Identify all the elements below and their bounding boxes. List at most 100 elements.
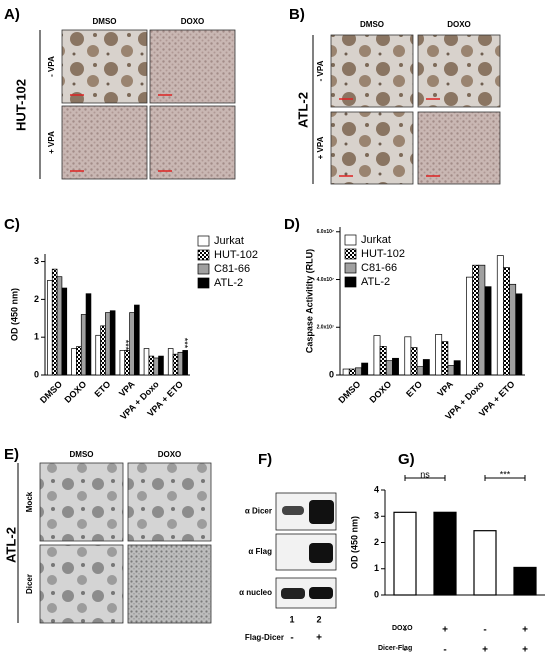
legend-swatch bbox=[197, 263, 210, 275]
micrograph bbox=[417, 111, 501, 185]
band bbox=[309, 543, 333, 563]
bar bbox=[158, 355, 164, 376]
condition-sign: + bbox=[522, 625, 528, 636]
legend-swatch bbox=[344, 248, 357, 260]
panel-label: C) bbox=[4, 216, 20, 233]
legend-swatch bbox=[197, 277, 210, 289]
legend-swatch bbox=[344, 276, 357, 288]
column-header: DMSO bbox=[70, 450, 94, 459]
band bbox=[282, 506, 304, 515]
y-tick-label: 2.0x10⁷ bbox=[317, 325, 334, 331]
bar bbox=[51, 268, 58, 376]
y-tick-label: 4.0x10⁷ bbox=[317, 277, 334, 283]
micrograph bbox=[39, 462, 124, 542]
y-axis-label: OD (450 nm) bbox=[349, 516, 359, 569]
x-tick-label: ETO bbox=[92, 379, 112, 399]
x-tick-label: VPA bbox=[117, 379, 137, 399]
bar bbox=[416, 366, 424, 376]
condition-label: Flag-Dicer bbox=[245, 633, 284, 642]
annotation: *** bbox=[121, 340, 131, 351]
x-tick-label: DOXO bbox=[63, 379, 89, 405]
bar bbox=[515, 293, 523, 376]
bar bbox=[342, 368, 350, 376]
bar bbox=[355, 367, 362, 376]
y-tick-label: 4 bbox=[374, 484, 379, 494]
bar bbox=[177, 351, 184, 376]
bar bbox=[503, 267, 510, 376]
annotation: *** bbox=[180, 338, 190, 349]
row-label: + VPA bbox=[47, 131, 56, 154]
x-tick-label: DMSO bbox=[38, 379, 64, 405]
legend-label: HUT-102 bbox=[214, 249, 258, 261]
bar bbox=[404, 336, 412, 376]
y-tick-label: 0 bbox=[329, 369, 334, 379]
bar bbox=[182, 350, 188, 376]
bar bbox=[172, 353, 179, 376]
micrograph bbox=[149, 105, 236, 180]
condition-sign: + bbox=[482, 645, 488, 656]
legend-swatch bbox=[344, 262, 357, 274]
y-tick-label: 1 bbox=[374, 563, 379, 573]
legend-swatch bbox=[197, 249, 210, 261]
bar bbox=[453, 360, 461, 376]
side-label: HUT-102 bbox=[13, 79, 28, 131]
lane-number: 1 bbox=[289, 614, 294, 624]
bar bbox=[379, 346, 387, 376]
antibody-label: α Flag bbox=[248, 547, 272, 556]
condition-sign: - bbox=[290, 633, 293, 644]
row-label: - VPA bbox=[316, 60, 325, 81]
bar bbox=[422, 359, 430, 376]
row-label: - VPA bbox=[47, 56, 56, 77]
condition-sign: + bbox=[522, 645, 528, 656]
y-tick-label: 0 bbox=[374, 589, 379, 599]
legend-label: C81-66 bbox=[214, 263, 250, 275]
column-header: DOXO bbox=[447, 20, 471, 29]
bar bbox=[348, 368, 356, 376]
legend-label: C81-66 bbox=[361, 262, 397, 274]
bar bbox=[385, 360, 393, 376]
bar bbox=[85, 293, 92, 376]
x-tick-label: VPA bbox=[435, 379, 455, 399]
bar bbox=[80, 314, 87, 376]
annotation: ns bbox=[420, 469, 430, 479]
bar bbox=[148, 355, 155, 376]
bar bbox=[509, 283, 517, 376]
bar bbox=[447, 365, 455, 376]
micrograph bbox=[61, 105, 148, 180]
condition-sign: - bbox=[443, 645, 446, 656]
micrograph bbox=[417, 34, 501, 108]
panel-label: G) bbox=[398, 451, 415, 468]
bar bbox=[71, 348, 77, 376]
condition-label: Dicer-Flag bbox=[378, 645, 412, 652]
panel-label: F) bbox=[258, 451, 272, 468]
bar bbox=[393, 511, 417, 596]
bar bbox=[47, 280, 53, 376]
micrograph bbox=[330, 111, 414, 185]
y-tick-label: 2 bbox=[374, 537, 379, 547]
x-tick-label: DOXO bbox=[368, 379, 394, 405]
panel-label: E) bbox=[4, 446, 19, 463]
bar bbox=[61, 287, 68, 376]
bar bbox=[134, 304, 140, 376]
bar bbox=[496, 255, 504, 376]
bar bbox=[105, 312, 111, 376]
column-header: DMSO bbox=[360, 20, 384, 29]
y-tick-label: 1 bbox=[34, 332, 39, 342]
bar bbox=[441, 341, 449, 376]
bar bbox=[410, 347, 418, 376]
panel-label: B) bbox=[289, 6, 305, 23]
bar bbox=[484, 286, 492, 376]
column-header: DOXO bbox=[158, 450, 182, 459]
row-label: + VPA bbox=[316, 136, 325, 159]
legend-label: Jurkat bbox=[361, 234, 391, 246]
legend-label: HUT-102 bbox=[361, 248, 405, 260]
bar bbox=[472, 264, 480, 376]
column-header: DMSO bbox=[93, 17, 117, 26]
y-tick-label: 2 bbox=[34, 294, 39, 304]
side-label: ATL-2 bbox=[3, 527, 18, 563]
bar bbox=[153, 357, 159, 376]
annotation: *** bbox=[500, 469, 511, 479]
lane-number: 2 bbox=[316, 614, 321, 624]
legend-label: ATL-2 bbox=[214, 277, 243, 289]
